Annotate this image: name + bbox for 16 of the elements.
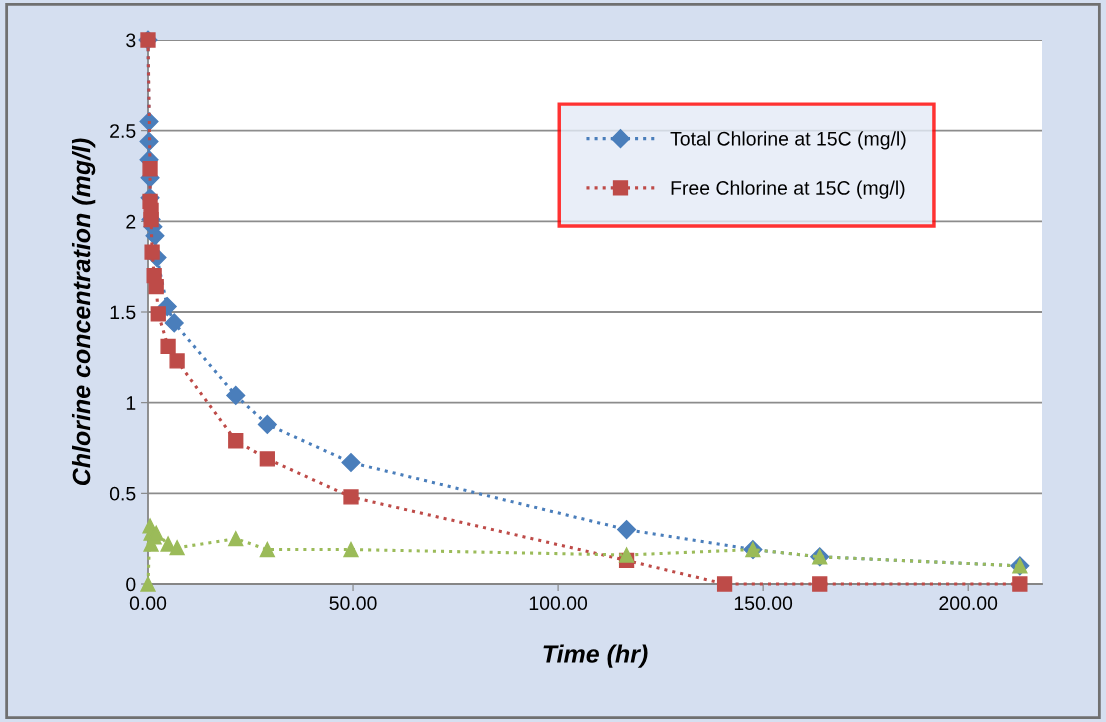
x-tick-label: 0.00 [129, 596, 167, 611]
y-tick-label: 1 [126, 396, 136, 410]
y-tick-label: 3 [126, 33, 136, 48]
y-tick-label: 0 [126, 577, 136, 592]
x-axis-title: Time (hr) [543, 644, 648, 668]
legend-label: Free Chlorine at 15C (mg/l) [671, 180, 905, 199]
x-tick-label: 50.00 [329, 596, 377, 611]
y-tick-label: 0.5 [109, 486, 136, 501]
x-tick-label: 200.00 [939, 596, 998, 611]
y-axis-title: Chlorine concentration (mg/l) [71, 138, 96, 486]
x-tick-label: 150.00 [734, 596, 793, 611]
legend-label: Total Chlorine at 15C (mg/l) [670, 131, 906, 150]
x-tick-label: 100.00 [529, 596, 588, 611]
y-tick-label: 1.5 [110, 305, 136, 320]
y-tick-label: 2 [126, 214, 136, 229]
y-tick-label: 2.5 [110, 124, 136, 138]
